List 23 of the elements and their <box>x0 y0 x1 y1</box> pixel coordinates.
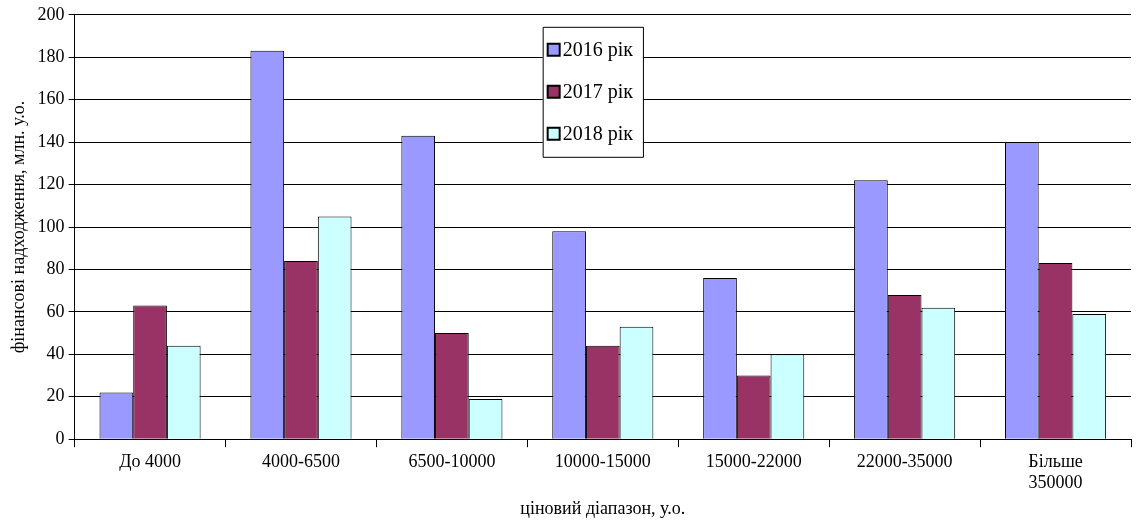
x-tick-label: 6500-10000 <box>408 450 496 471</box>
x-tick-label: До 4000 <box>119 450 181 471</box>
y-axis-title: фінансові надходження, млн. у.о. <box>7 100 28 354</box>
y-tick-label: 200 <box>37 3 65 24</box>
y-tick-label: 60 <box>46 300 65 321</box>
y-tick-label: 180 <box>37 45 65 66</box>
y-tick-label: 0 <box>55 427 65 448</box>
x-tick-label: 4000-6500 <box>261 450 340 471</box>
x-tick-label: 10000-15000 <box>554 450 651 471</box>
y-tick-label: 120 <box>37 173 65 194</box>
x-tick-label: 15000-22000 <box>705 450 802 471</box>
y-tick-label: 20 <box>46 385 65 406</box>
y-tick-label: 160 <box>37 88 65 109</box>
x-tick-label: Більше 350000 <box>1028 450 1083 493</box>
legend-label: 2018 рік <box>562 122 634 146</box>
y-tick-label: 80 <box>46 258 65 279</box>
y-tick-label: 140 <box>37 130 65 151</box>
legend-label: 2016 рік <box>562 38 634 62</box>
legend-label: 2017 рік <box>562 80 634 104</box>
y-tick-label: 40 <box>46 343 65 364</box>
x-axis-title: ціновий діапазон, у.о. <box>520 497 686 518</box>
y-tick-label: 100 <box>37 215 65 236</box>
x-tick-label: 22000-35000 <box>856 450 953 471</box>
